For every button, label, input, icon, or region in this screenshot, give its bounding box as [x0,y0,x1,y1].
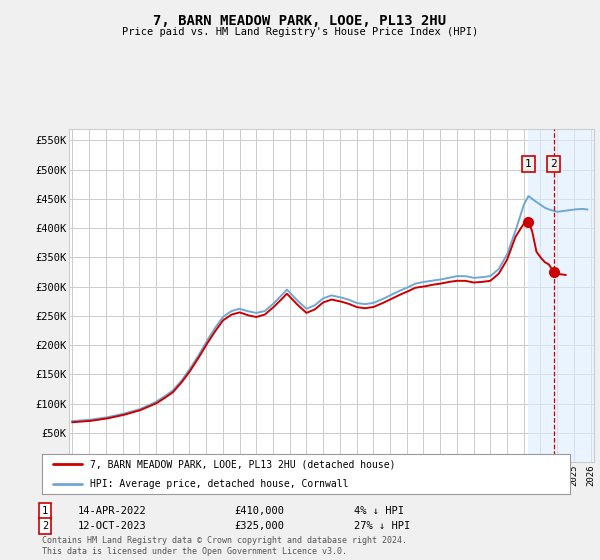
Text: 27% ↓ HPI: 27% ↓ HPI [354,521,410,531]
Text: 4% ↓ HPI: 4% ↓ HPI [354,506,404,516]
Text: 2: 2 [42,521,48,531]
Text: 7, BARN MEADOW PARK, LOOE, PL13 2HU: 7, BARN MEADOW PARK, LOOE, PL13 2HU [154,14,446,28]
Bar [529,129,594,462]
Text: 14-APR-2022: 14-APR-2022 [78,506,147,516]
Text: 12-OCT-2023: 12-OCT-2023 [78,521,147,531]
Text: 7, BARN MEADOW PARK, LOOE, PL13 2HU (detached house): 7, BARN MEADOW PARK, LOOE, PL13 2HU (det… [89,460,395,469]
Text: Contains HM Land Registry data © Crown copyright and database right 2024.
This d: Contains HM Land Registry data © Crown c… [42,536,407,556]
Text: 1: 1 [525,159,532,169]
Text: £410,000: £410,000 [234,506,284,516]
Text: HPI: Average price, detached house, Cornwall: HPI: Average price, detached house, Corn… [89,479,348,489]
Text: Price paid vs. HM Land Registry's House Price Index (HPI): Price paid vs. HM Land Registry's House … [122,27,478,37]
Text: 1: 1 [42,506,48,516]
Text: 2: 2 [550,159,557,169]
Text: £325,000: £325,000 [234,521,284,531]
